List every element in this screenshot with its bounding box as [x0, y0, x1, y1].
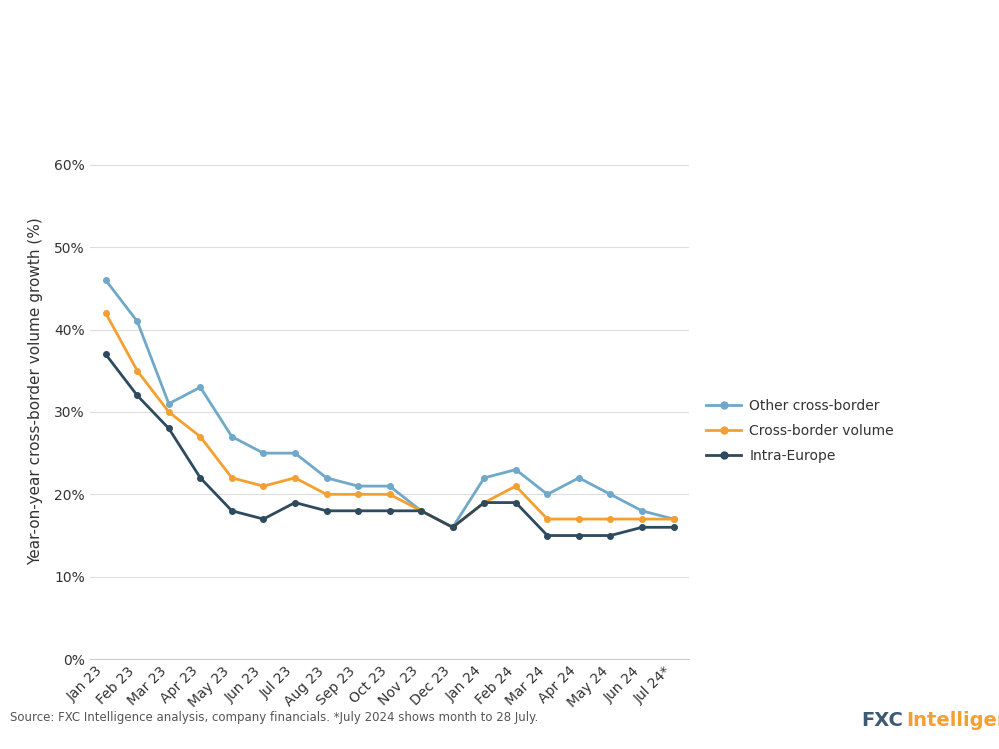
- Intra-Europe: [416, 506, 428, 515]
- Intra-Europe: [447, 523, 459, 532]
- Text: Mastercard cross-border volumes grow consistently in Q2 2024: Mastercard cross-border volumes grow con…: [15, 25, 999, 53]
- Line: Cross-border volume: Cross-border volume: [103, 310, 676, 530]
- Other cross-border: [604, 490, 616, 499]
- Other cross-border: [384, 482, 396, 491]
- Other cross-border: [352, 482, 364, 491]
- Other cross-border: [321, 473, 333, 482]
- Cross-border volume: [509, 482, 521, 491]
- Other cross-border: [541, 490, 553, 499]
- Cross-border volume: [289, 473, 301, 482]
- Cross-border volume: [226, 473, 238, 482]
- Intra-Europe: [131, 391, 143, 400]
- Other cross-border: [479, 473, 491, 482]
- Cross-border volume: [636, 515, 648, 524]
- Cross-border volume: [195, 432, 207, 441]
- Other cross-border: [636, 506, 648, 515]
- Intra-Europe: [479, 498, 491, 507]
- Cross-border volume: [667, 515, 679, 524]
- Intra-Europe: [289, 498, 301, 507]
- Intra-Europe: [352, 506, 364, 515]
- Cross-border volume: [131, 366, 143, 375]
- Cross-border volume: [572, 515, 584, 524]
- Other cross-border: [447, 523, 459, 532]
- Line: Intra-Europe: Intra-Europe: [103, 351, 676, 539]
- Other cross-border: [195, 383, 207, 392]
- Intra-Europe: [667, 523, 679, 532]
- Intra-Europe: [258, 515, 270, 524]
- Other cross-border: [572, 473, 584, 482]
- Text: Intelligence: Intelligence: [906, 711, 999, 730]
- Y-axis label: Year-on-year cross-border volume growth (%): Year-on-year cross-border volume growth …: [28, 217, 43, 565]
- Intra-Europe: [384, 506, 396, 515]
- Intra-Europe: [321, 506, 333, 515]
- Intra-Europe: [572, 531, 584, 540]
- Cross-border volume: [541, 515, 553, 524]
- Text: Mastercard monthly cross-border volume growth: Mastercard monthly cross-border volume g…: [15, 58, 455, 76]
- Intra-Europe: [100, 350, 112, 359]
- Text: FXC: FXC: [861, 711, 903, 730]
- Cross-border volume: [447, 523, 459, 532]
- Cross-border volume: [604, 515, 616, 524]
- Other cross-border: [258, 449, 270, 458]
- Intra-Europe: [163, 424, 175, 433]
- Intra-Europe: [226, 506, 238, 515]
- Cross-border volume: [321, 490, 333, 499]
- Other cross-border: [509, 465, 521, 474]
- Legend: Other cross-border, Cross-border volume, Intra-Europe: Other cross-border, Cross-border volume,…: [706, 398, 894, 463]
- Cross-border volume: [258, 482, 270, 491]
- Other cross-border: [131, 317, 143, 326]
- Intra-Europe: [604, 531, 616, 540]
- Other cross-border: [289, 449, 301, 458]
- Other cross-border: [416, 506, 428, 515]
- Cross-border volume: [100, 309, 112, 318]
- Other cross-border: [163, 399, 175, 408]
- Text: Source: FXC Intelligence analysis, company financials. *July 2024 shows month to: Source: FXC Intelligence analysis, compa…: [10, 711, 538, 724]
- Line: Other cross-border: Other cross-border: [103, 277, 676, 530]
- Intra-Europe: [195, 473, 207, 482]
- Cross-border volume: [479, 498, 491, 507]
- Cross-border volume: [163, 407, 175, 416]
- Cross-border volume: [384, 490, 396, 499]
- Cross-border volume: [416, 506, 428, 515]
- Intra-Europe: [541, 531, 553, 540]
- Cross-border volume: [352, 490, 364, 499]
- Other cross-border: [667, 515, 679, 524]
- Intra-Europe: [636, 523, 648, 532]
- Intra-Europe: [509, 498, 521, 507]
- Other cross-border: [100, 276, 112, 285]
- Other cross-border: [226, 432, 238, 441]
